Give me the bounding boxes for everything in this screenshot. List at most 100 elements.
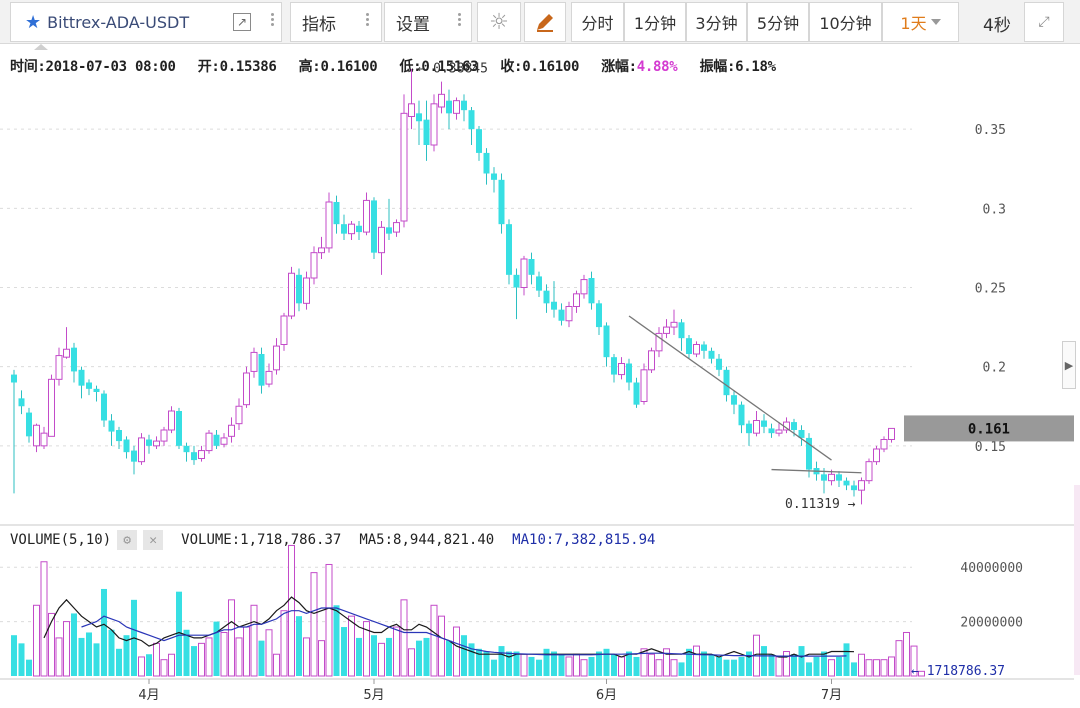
volume-bar [791,654,797,676]
volume-bar [280,610,288,677]
interval-tab-1m[interactable]: 1分钟 [624,2,686,42]
candle-body [86,382,92,389]
y-tick-label: 0.2 [983,361,1006,376]
settings-button[interactable]: 设置 [384,2,472,42]
interval-tab-5m[interactable]: 5分钟 [747,2,809,42]
volume-bar [873,659,880,677]
interval-tab-timeshare[interactable]: 分时 [571,2,624,42]
candle-body [873,448,880,463]
volume-bar [348,615,355,677]
volume-bar [670,659,678,677]
volume-bar [806,662,812,676]
indicators-more-icon[interactable] [365,12,369,27]
volume-bar [341,627,347,676]
price-grid [0,128,912,447]
volume-bar [746,651,752,676]
interval-tab-3m[interactable]: 3分钟 [686,2,747,42]
candle-body [828,473,835,482]
candle-body [341,224,347,234]
brightness-icon[interactable]: ☼ [477,2,521,42]
volume-bar [116,648,122,676]
candle-body [101,393,107,421]
candle-body [220,437,228,445]
volume-bar [798,646,805,676]
volume-bar [738,656,745,676]
dropdown-handle-icon[interactable] [34,44,48,50]
volume-bar [701,651,707,676]
volume-bar [168,653,175,677]
volume-bar [33,604,40,677]
volume-bar [888,656,895,677]
info-close: 收:0.16100 [500,59,580,75]
volume-bar [438,615,445,677]
volume-bar [775,656,783,677]
candle-body [791,422,797,430]
chevron-down-icon [930,19,941,25]
annotations: ← 0.38845 0.11319 → 0.161 ← 1718786.37 [418,61,1074,679]
candle-body [438,93,445,108]
ohlc-info: 时间:2018-07-03 08:00 开:0.15386 高:0.16100 … [10,56,790,76]
candle-body [78,369,85,386]
candle-body [108,420,115,432]
candle-body [423,119,430,145]
volume-bar [378,642,385,677]
candle-body [400,112,408,222]
volume-bar [506,651,512,676]
info-change-value: 4.88% [636,59,678,75]
volume-bar [580,659,588,677]
volume-bar [626,651,632,676]
candle-body [633,382,640,405]
volume-bar [191,646,197,676]
candle-body [258,354,265,386]
candle-body [378,226,385,254]
interval-tab-10m[interactable]: 10分钟 [809,2,882,42]
x-tick-label: 5月 [363,688,384,703]
volume-bar [11,635,17,676]
gear-icon[interactable]: ⚙ [117,530,138,550]
candle-body [430,103,438,146]
candle-body [191,452,197,461]
volume-bar [198,642,205,677]
expand-panel-icon[interactable]: ▶ [1062,341,1076,389]
y-tick-label: 0.35 [975,123,1006,138]
indicators-button[interactable]: 指标 [290,2,382,42]
y-axis-labels: 0.15 0.2 0.25 0.3 0.35 20000000 40000000 [960,123,1023,630]
candle-body [858,480,865,491]
candle-body [498,179,505,225]
refresh-interval[interactable]: 4秒 [983,16,1011,36]
candle-body [371,200,377,253]
volume-bar [363,621,370,677]
volume-bar [648,653,655,677]
volume-bar [265,629,273,677]
close-icon[interactable]: ✕ [143,530,164,550]
candle-body [63,348,70,358]
volume-bar [603,648,610,676]
interval-tab-1d[interactable]: 1天 [882,2,959,42]
candle-body [761,420,767,427]
last-price-box [904,415,1074,442]
candle-body [558,309,565,321]
symbol-label: Bittrex-ADA-USDT [47,12,190,32]
volume-bar [596,651,602,676]
candle-body [228,424,235,437]
candle-body [836,474,842,481]
popout-icon[interactable]: ↗ [233,13,251,31]
volume-bar [55,637,63,677]
volume-bar [761,646,767,676]
symbol-selector[interactable]: ★ Bittrex-ADA-USDT ↗ [10,2,282,42]
candle-body [640,369,648,403]
ma5-value: MA5:8,944,821.40 [359,532,495,548]
favorite-star-icon[interactable]: ★ [25,11,42,33]
volume-bar [663,648,670,677]
candle-body [543,290,550,304]
candle-body [618,363,625,376]
fullscreen-icon[interactable]: ⤢ [1024,2,1064,42]
volume-bar [160,659,168,677]
symbol-more-icon[interactable] [270,12,274,27]
candle-body [716,358,722,370]
draw-pencil-icon[interactable] [524,2,566,42]
candle-body [775,429,783,434]
ma10-line [81,607,847,657]
settings-more-icon[interactable] [457,12,461,27]
